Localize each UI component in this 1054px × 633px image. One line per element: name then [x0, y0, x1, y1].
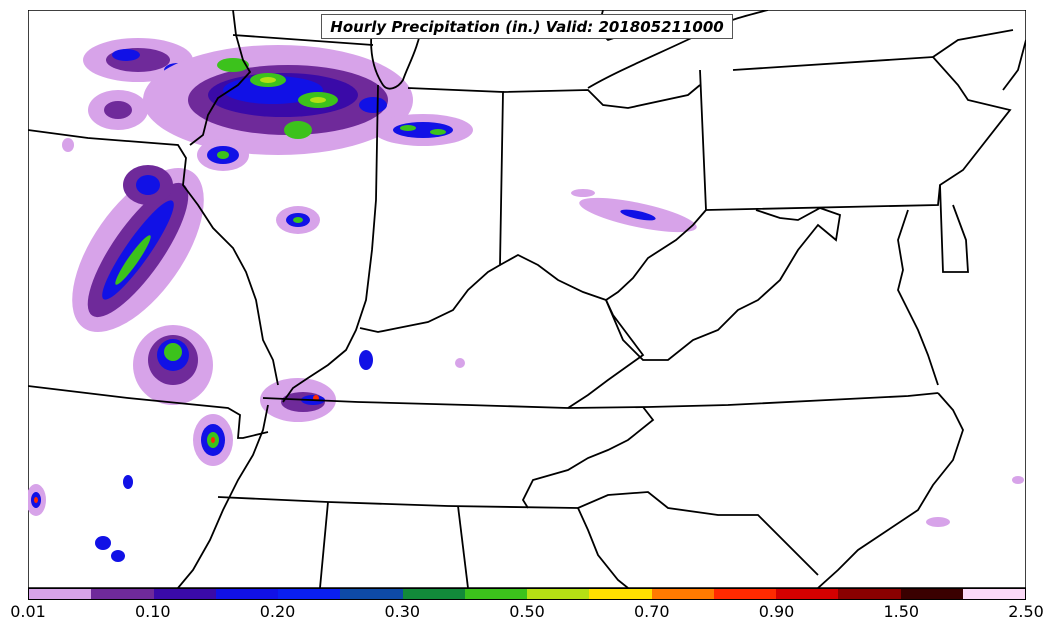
colorbar-segment [29, 589, 92, 599]
colorbar-segment [215, 589, 278, 599]
colorbar-segment [838, 589, 901, 599]
colorbar-segment [962, 589, 1025, 599]
map-title: Hourly Precipitation (in.) Valid: 201805… [330, 17, 724, 36]
colorbar-tick-label: 0.70 [633, 602, 670, 621]
colorbar-tick-label: 0.20 [259, 602, 296, 621]
colorbar-segment [713, 589, 776, 599]
colorbar-tick-label: 0.01 [10, 602, 46, 621]
colorbar-segment [402, 589, 465, 599]
colorbar-tick-label: 0.10 [134, 602, 171, 621]
colorbar-segment [464, 589, 527, 599]
colorbar-tick-label: 2.50 [1008, 602, 1044, 621]
colorbar-segment [651, 589, 714, 599]
map-title-box: Hourly Precipitation (in.) Valid: 201805… [321, 14, 733, 39]
colorbar-segment [278, 589, 341, 599]
precipitation-map [28, 10, 1026, 588]
colorbar-segment [589, 589, 652, 599]
colorbar-segment [153, 589, 216, 599]
colorbar-tick-label: 1.50 [883, 602, 920, 621]
colorbar-segment [91, 589, 154, 599]
colorbar-segment [900, 589, 963, 599]
state-boundaries [28, 10, 1026, 588]
colorbar-segment [776, 589, 839, 599]
colorbar-tick-label: 0.90 [758, 602, 795, 621]
colorbar-segment [527, 589, 590, 599]
colorbar-tick-label: 0.30 [384, 602, 421, 621]
colorbar [28, 588, 1026, 600]
precipitation-fields [28, 38, 1024, 562]
colorbar-segment [340, 589, 403, 599]
colorbar-tick-label: 0.50 [509, 602, 545, 621]
